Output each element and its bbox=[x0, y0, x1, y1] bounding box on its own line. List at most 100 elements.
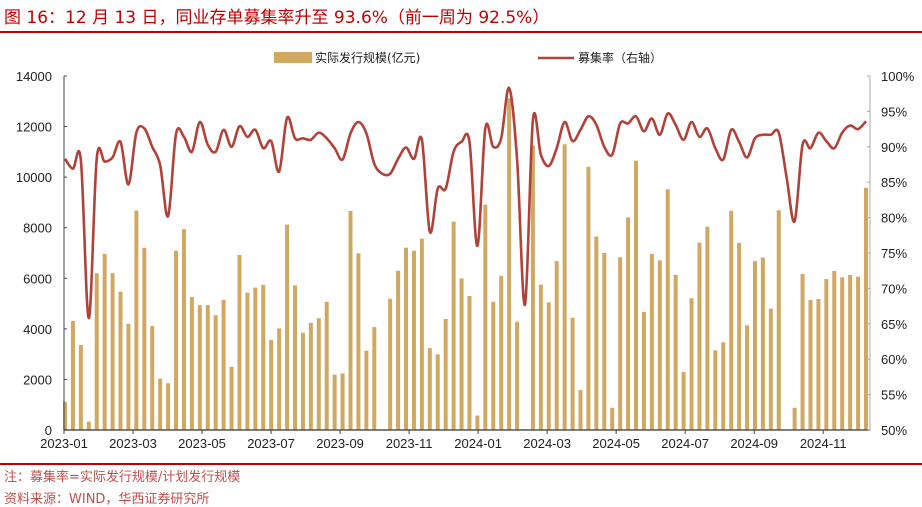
rate-line bbox=[63, 86, 867, 320]
issuance-bar bbox=[181, 229, 186, 430]
issuance-bar bbox=[808, 300, 813, 430]
x-tick-label: 2023-09 bbox=[316, 436, 364, 451]
issuance-bar bbox=[816, 299, 821, 430]
issuance-bar bbox=[388, 298, 393, 430]
right-tick-label: 70% bbox=[881, 281, 907, 296]
issuance-bar bbox=[752, 261, 757, 430]
issuance-bar bbox=[94, 273, 99, 430]
issuance-bar bbox=[491, 301, 496, 430]
issuance-bar bbox=[292, 285, 297, 430]
issuance-bar bbox=[673, 274, 678, 430]
issuance-bar bbox=[594, 236, 599, 430]
legend: 实际发行规模(亿元) 募集率（右轴） bbox=[274, 50, 662, 65]
right-tick-label: 50% bbox=[881, 423, 907, 438]
issuance-bar bbox=[634, 160, 639, 430]
issuance-bar bbox=[451, 221, 456, 430]
issuance-bar bbox=[554, 261, 559, 430]
issuance-bar bbox=[546, 302, 551, 430]
issuance-bar bbox=[562, 144, 567, 430]
issuance-bar bbox=[864, 187, 868, 430]
issuance-bar bbox=[245, 292, 250, 430]
issuance-bar bbox=[721, 342, 726, 430]
issuance-bar bbox=[340, 373, 345, 430]
footnote: 注：募集率=实际发行规模/计划发行规模 bbox=[4, 470, 241, 485]
figure-title: 图 16：12 月 13 日，同业存单募集率升至 93.6%（前一周为 92.5… bbox=[4, 8, 550, 28]
issuance-bar bbox=[618, 257, 623, 430]
issuance-bar bbox=[760, 257, 765, 430]
issuance-bar bbox=[150, 326, 155, 430]
issuance-bar bbox=[483, 204, 488, 430]
issuance-bar bbox=[530, 145, 535, 431]
issuance-bar bbox=[578, 390, 583, 430]
issuance-bar bbox=[324, 301, 329, 430]
issuance-bar bbox=[348, 211, 353, 430]
issuance-bar bbox=[602, 253, 607, 430]
x-tick-label: 2023-05 bbox=[178, 436, 226, 451]
footer-rule bbox=[0, 463, 922, 465]
chart: 0 2000 4000 6000 8000 10000 12000 14000 50% 55% 60… bbox=[16, 50, 915, 451]
x-tick-label: 2024-03 bbox=[523, 436, 571, 451]
issuance-bar bbox=[776, 210, 781, 430]
right-tick-label: 60% bbox=[881, 352, 907, 367]
issuance-bar bbox=[86, 421, 91, 430]
x-tick-label: 2023-07 bbox=[247, 436, 295, 451]
x-tick-label: 2024-05 bbox=[592, 436, 640, 451]
left-tick-label: 10000 bbox=[16, 170, 52, 185]
issuance-bar bbox=[118, 291, 123, 430]
issuance-bar bbox=[63, 401, 67, 430]
x-tick-label: 2023-03 bbox=[109, 436, 157, 451]
issuance-bar bbox=[507, 98, 512, 430]
left-tick-label: 8000 bbox=[23, 221, 52, 236]
issuance-bar bbox=[78, 345, 83, 430]
issuance-bar bbox=[681, 372, 686, 430]
right-tick-label: 95% bbox=[881, 104, 907, 119]
issuance-bar bbox=[538, 284, 543, 430]
issuance-bar bbox=[411, 250, 416, 430]
x-tick-label: 2024-11 bbox=[800, 436, 847, 451]
left-tick-label: 4000 bbox=[23, 322, 52, 337]
issuance-bar bbox=[657, 260, 662, 430]
x-tick-label: 2023-01 bbox=[40, 436, 88, 451]
issuance-bar bbox=[300, 332, 305, 430]
right-tick-label: 80% bbox=[881, 211, 907, 226]
issuance-bar bbox=[197, 305, 202, 430]
x-tick-label: 2024-07 bbox=[661, 436, 709, 451]
issuance-bar bbox=[316, 318, 321, 430]
issuance-bar bbox=[856, 276, 861, 430]
issuance-bar bbox=[158, 378, 163, 430]
legend-line-label: 募集率（右轴） bbox=[578, 50, 662, 65]
issuance-bar bbox=[404, 247, 409, 430]
issuance-bar bbox=[665, 189, 670, 430]
issuance-bar bbox=[174, 250, 179, 430]
issuance-bar bbox=[237, 255, 242, 430]
issuance-bar bbox=[840, 277, 845, 430]
title-rule bbox=[0, 31, 922, 33]
issuance-bar bbox=[848, 274, 853, 430]
issuance-bar bbox=[641, 311, 646, 430]
left-tick-label: 14000 bbox=[16, 69, 52, 84]
right-tick-label: 90% bbox=[881, 140, 907, 155]
issuance-bar bbox=[372, 327, 377, 430]
right-tick-label: 100% bbox=[881, 69, 915, 84]
left-tick-label: 2000 bbox=[23, 372, 52, 387]
right-tick-label: 75% bbox=[881, 246, 907, 261]
x-tick-label: 2024-01 bbox=[454, 436, 502, 451]
x-tick-label: 2023-11 bbox=[386, 436, 433, 451]
issuance-bar bbox=[745, 325, 750, 430]
legend-bar-swatch bbox=[274, 52, 312, 63]
left-tick-label: 6000 bbox=[23, 271, 52, 286]
issuance-bar bbox=[697, 242, 702, 430]
issuance-bar bbox=[737, 242, 742, 430]
issuance-bar bbox=[396, 270, 401, 430]
issuance-bar bbox=[824, 279, 829, 430]
issuance-bar bbox=[459, 278, 464, 430]
right-tick-label: 85% bbox=[881, 175, 907, 190]
left-tick-label: 12000 bbox=[16, 120, 52, 135]
issuance-bar bbox=[467, 295, 472, 430]
issuance-bar bbox=[189, 296, 194, 430]
x-tick-label: 2024-09 bbox=[730, 436, 778, 451]
issuance-bar bbox=[515, 321, 520, 430]
issuance-bar bbox=[364, 350, 369, 430]
issuance-bar bbox=[356, 253, 361, 430]
issuance-bar bbox=[792, 407, 797, 430]
